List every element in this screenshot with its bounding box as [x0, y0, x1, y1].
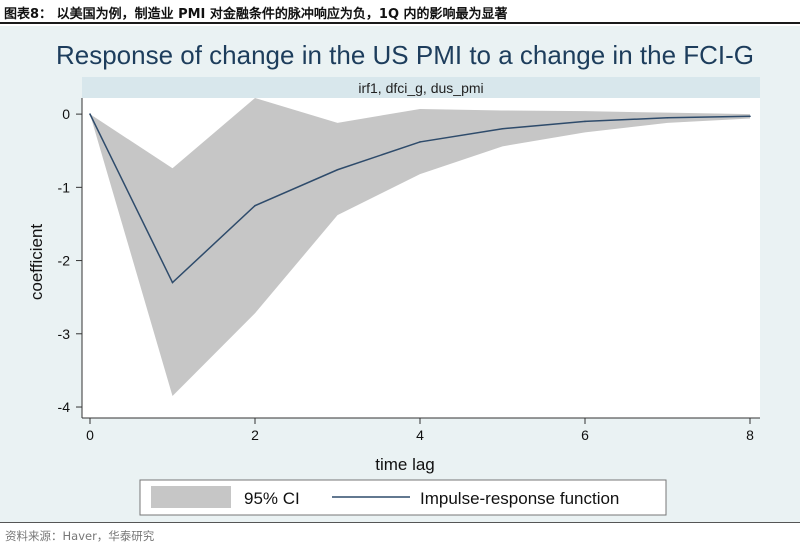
y-tick-label: -4 — [58, 399, 71, 415]
y-tick-label: 0 — [62, 106, 70, 122]
irf-point — [584, 120, 586, 123]
x-tick-label: 0 — [86, 427, 94, 443]
chart-subtitle: irf1, dfci_g, dus_pmi — [358, 80, 483, 96]
source-note: 资料来源：Haver，华泰研究 — [5, 529, 155, 543]
y-tick-label: -3 — [58, 326, 71, 342]
figure-caption: 图表8： 以美国为例，制造业 PMI 对金融条件的脉冲响应为负，1Q 内的影响最… — [4, 7, 508, 22]
legend-ci-swatch — [151, 486, 231, 508]
irf-chart: Response of change in the US PMI to a ch… — [0, 26, 800, 522]
irf-point — [336, 168, 339, 171]
x-tick-label: 6 — [581, 427, 589, 443]
x-tick-label: 2 — [251, 427, 259, 443]
irf-point — [89, 113, 91, 115]
irf-point — [171, 281, 174, 284]
x-axis-label: time lag — [375, 455, 435, 474]
irf-point — [254, 204, 256, 207]
x-tick-label: 4 — [416, 427, 424, 443]
legend-irf-label: Impulse-response function — [420, 489, 619, 508]
ci-band — [90, 98, 750, 397]
chart-container: Response of change in the US PMI to a ch… — [0, 26, 800, 522]
y-axis-label: coefficient — [27, 224, 46, 301]
irf-point — [501, 127, 504, 130]
figure-footer: 资料来源：Haver，华泰研究 — [0, 522, 800, 548]
irf-point — [419, 141, 421, 143]
irf-point — [666, 116, 669, 119]
chart-title: Response of change in the US PMI to a ch… — [56, 40, 754, 70]
subtitle-strip — [82, 77, 760, 98]
irf-point — [749, 115, 751, 118]
y-tick-label: -1 — [58, 179, 71, 195]
figure-header: 图表8： 以美国为例，制造业 PMI 对金融条件的脉冲响应为负，1Q 内的影响最… — [0, 0, 800, 24]
legend-ci-label: 95% CI — [244, 489, 300, 508]
x-tick-label: 8 — [746, 427, 754, 443]
y-tick-label: -2 — [58, 253, 71, 269]
